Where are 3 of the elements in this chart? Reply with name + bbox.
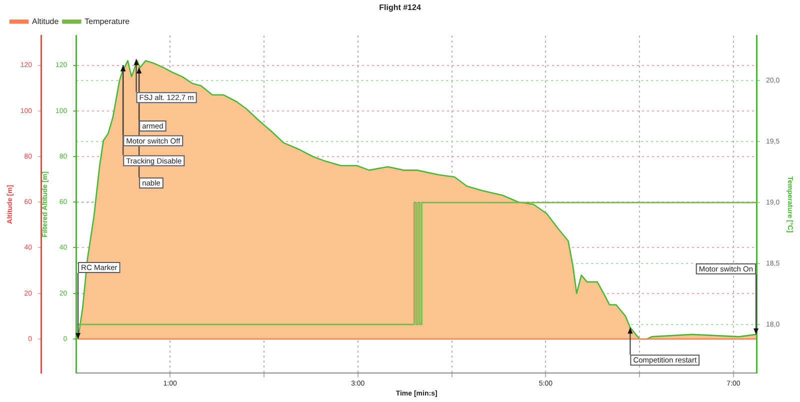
legend-label: Altitude: [32, 16, 60, 26]
chart-title: Flight #124: [379, 3, 422, 12]
legend-label: Temperature: [84, 16, 130, 26]
